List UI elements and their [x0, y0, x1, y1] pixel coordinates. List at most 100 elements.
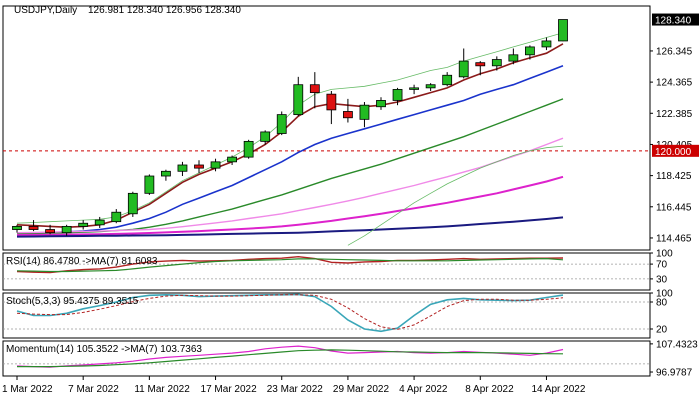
candle-body: [541, 40, 552, 48]
lower-band-line: [347, 145, 564, 246]
candle-body: [558, 19, 568, 42]
candle: [61, 224, 72, 236]
axis-tick-label: 100: [656, 249, 673, 260]
date-tick-label: 8 Apr 2022: [465, 384, 514, 395]
current-price-tag-text: 128.340: [655, 16, 692, 27]
axis-tick-label: 100: [656, 289, 673, 300]
candle-body: [458, 60, 469, 78]
panel-border-rsi: [2, 252, 651, 291]
ma-magenta-line: [16, 175, 564, 236]
momentum-label: Momentum(14) 105.3522 ->MA(7) 103.7363: [6, 344, 202, 355]
candle-body: [243, 140, 254, 158]
price-panel: 114.465116.445118.425120.405122.385124.3…: [3, 19, 693, 246]
candle-body: [475, 62, 486, 67]
candle: [475, 61, 486, 76]
candle-body: [392, 89, 403, 101]
candle: [409, 84, 419, 95]
candle: [309, 72, 320, 109]
candle-body: [359, 104, 370, 120]
candle-body: [326, 93, 337, 111]
candle: [558, 19, 568, 42]
ma-green-line: [16, 98, 564, 235]
date-tick-label: 23 Mar 2022: [267, 384, 324, 395]
candle: [144, 174, 155, 195]
candle-body: [309, 84, 320, 93]
candle-body: [425, 84, 436, 89]
candle-body: [343, 111, 353, 119]
candle: [127, 191, 138, 217]
stochastic-label: Stoch(5,3,3) 95.4375 89.3515: [6, 296, 139, 307]
candle-body: [94, 219, 105, 226]
candle: [359, 102, 370, 128]
candle-body: [144, 175, 155, 194]
stoch-signal-line: [16, 294, 564, 330]
candle: [177, 161, 188, 177]
candle: [78, 220, 89, 230]
panel-border-main: [2, 5, 651, 251]
candle-body: [491, 59, 502, 67]
price-tick-label: 118.425: [656, 171, 692, 182]
date-tick-label: 14 Apr 2022: [531, 384, 585, 395]
candle: [161, 169, 171, 181]
candle: [111, 209, 122, 224]
candle: [12, 224, 22, 233]
candle: [442, 72, 453, 87]
ma-blue-line: [16, 65, 564, 235]
candle-body: [12, 225, 22, 230]
candle-body: [177, 164, 188, 172]
candle-body: [45, 229, 55, 234]
candle: [227, 155, 237, 165]
candle-body: [508, 54, 519, 62]
price-tick-label: 116.445: [656, 202, 692, 213]
date-tick-label: 11 Mar 2022: [134, 384, 190, 395]
date-tick-label: 7 Mar 2022: [68, 384, 119, 395]
candle: [210, 158, 221, 172]
candle-body: [376, 100, 386, 108]
candle: [376, 97, 386, 110]
candle: [326, 91, 337, 125]
date-tick-label: 17 Mar 2022: [201, 384, 258, 395]
candle: [508, 48, 519, 65]
candle-body: [194, 164, 204, 169]
axis-tick-label: 30: [656, 274, 668, 285]
candle-body: [127, 192, 138, 215]
price-tick-label: 126.345: [656, 46, 693, 57]
ma-pink-line: [16, 137, 564, 234]
date-tick-label: 1 Mar 2022: [2, 384, 53, 395]
axis-tick-label: 20: [656, 325, 668, 336]
axis-tick-label: 80: [656, 298, 668, 309]
candle-body: [78, 222, 89, 227]
candle-body: [260, 131, 271, 142]
ohlc-readout: 126.981 128.340 126.956 128.340: [88, 5, 241, 16]
candle-body: [293, 84, 304, 116]
rsi-line: [16, 255, 564, 274]
candle: [243, 139, 254, 159]
ma-navy-line: [16, 216, 564, 238]
candle: [94, 216, 105, 228]
candle: [343, 98, 353, 123]
candle: [425, 83, 436, 92]
panel-border-mom: [2, 340, 651, 377]
ma-fast-line: [16, 43, 564, 229]
rsi-label: RSI(14) 86.4780 ->MA(7) 81.6083: [6, 256, 158, 267]
axis-tick-label: 96.9787: [656, 368, 693, 379]
candle-body: [227, 156, 237, 163]
candle-body: [442, 74, 453, 86]
current-price-tag: 128.340: [652, 13, 699, 27]
candle-body: [28, 225, 39, 230]
candle-body: [276, 114, 287, 134]
axis-tick-label: 107.4323: [656, 339, 698, 350]
candle-body: [111, 211, 122, 223]
candle: [260, 130, 271, 145]
stoch-main-line: [16, 293, 564, 333]
level-tag-background: [652, 144, 699, 157]
upper-band-line: [16, 32, 564, 224]
rsi-ma-line: [16, 257, 564, 273]
price-tick-label: 122.385: [656, 109, 693, 120]
candle: [276, 111, 287, 136]
date-tick-label: 29 Mar 2022: [333, 384, 390, 395]
candle: [491, 56, 502, 71]
candle: [458, 48, 469, 79]
